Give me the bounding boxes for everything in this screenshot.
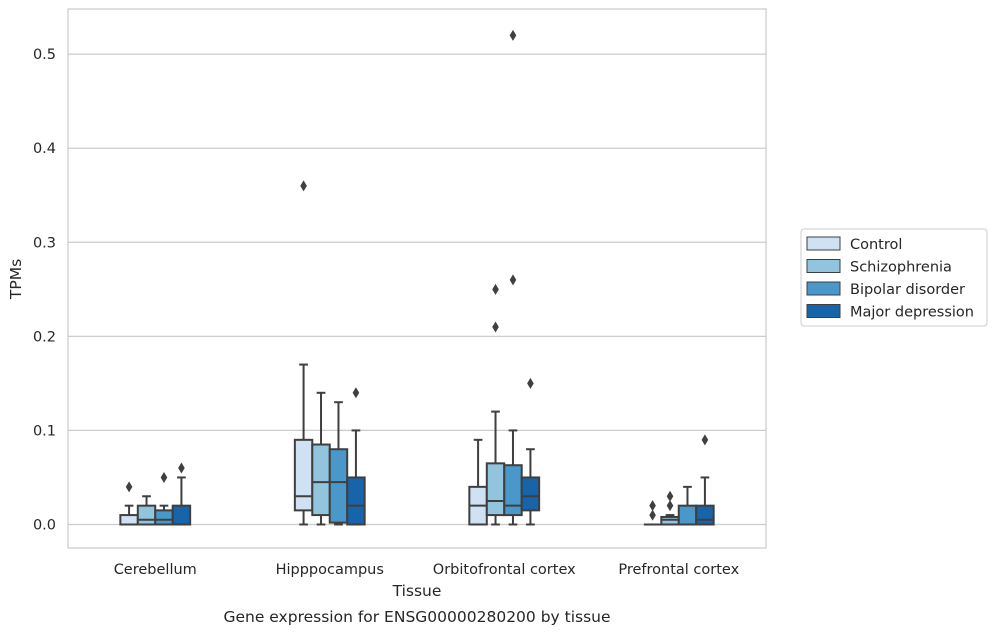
- x-tick-label: Prefrontal cortex: [618, 562, 739, 578]
- box-iqr: [293, 438, 314, 512]
- box-iqr: [136, 504, 157, 526]
- y-tick-label: 0.3: [33, 235, 56, 251]
- legend-swatch: [806, 304, 841, 318]
- outlier-point: [509, 29, 517, 41]
- y-tick-label: 0.2: [33, 329, 56, 345]
- box-iqr: [154, 509, 174, 526]
- box-0-3: [171, 462, 192, 526]
- x-tick-label: Orbitofrontal cortex: [433, 562, 576, 578]
- box-iqr: [695, 504, 715, 526]
- legend-frame: [800, 228, 988, 327]
- box-iqr: [171, 504, 192, 526]
- legend-label: Control: [850, 237, 902, 253]
- outlier-point: [125, 481, 133, 493]
- outlier-point: [527, 377, 534, 389]
- box-iqr: [485, 462, 506, 517]
- legend-label: Bipolar disorder: [850, 282, 965, 298]
- plot-frame: [67, 8, 767, 549]
- box-iqr: [677, 504, 698, 526]
- y-tick-label: 0.1: [33, 423, 56, 439]
- box-iqr: [328, 448, 349, 524]
- y-tick-label: 0.5: [33, 47, 56, 63]
- box-0-2: [154, 471, 174, 526]
- legend-label: Schizophrenia: [850, 260, 952, 276]
- x-tick-label: Hipppocampus: [276, 562, 384, 578]
- y-axis-label: TPMs: [7, 259, 25, 300]
- outlier-point: [649, 500, 656, 512]
- box-2-0: [468, 438, 488, 526]
- y-tick-label: 0.0: [33, 517, 56, 533]
- box-2-3: [520, 377, 541, 526]
- box-iqr: [119, 514, 139, 526]
- legend: Control Schizophrenia Bipolar disorder Majo…: [800, 228, 988, 327]
- legend-swatch: [806, 236, 841, 251]
- outlier-point: [701, 434, 709, 446]
- outlier-point: [492, 321, 499, 333]
- box-iqr: [520, 476, 541, 512]
- outlier-point: [649, 509, 656, 521]
- outlier-point: [666, 500, 674, 512]
- y-tick-label: 0.4: [33, 141, 56, 157]
- chart-caption: Gene expression for ENSG00000280200 by t…: [223, 608, 610, 626]
- outlier-point: [160, 471, 168, 483]
- outlier-point: [666, 490, 674, 502]
- outlier-point: [178, 462, 185, 474]
- plot-background: [68, 9, 766, 548]
- box-1-0: [293, 180, 314, 526]
- legend-swatch: [806, 281, 841, 296]
- box-2-2: [503, 29, 523, 526]
- outlier-point: [492, 283, 499, 295]
- box-iqr: [346, 476, 366, 526]
- legend-swatch: [806, 259, 841, 273]
- box-iqr: [311, 443, 331, 517]
- box-3-0: [643, 500, 662, 526]
- y-tick-labels: 0.0 0.1 0.2 0.3 0.4 0.5: [33, 47, 56, 533]
- outlier-point: [300, 180, 307, 192]
- outlier-point: [509, 274, 517, 286]
- box-1-3: [346, 387, 366, 526]
- x-axis-label: Tissue: [392, 582, 442, 600]
- outlier-point: [352, 387, 360, 399]
- box-iqr: [503, 464, 523, 517]
- legend-label: Major depression: [850, 305, 974, 321]
- x-tick-label: Cerebellum: [114, 562, 197, 578]
- boxes-layer: [119, 29, 715, 526]
- x-tick-labels: Cerebellum Hipppocampus Orbitofrontal cort…: [114, 562, 740, 578]
- box-3-3: [695, 434, 715, 526]
